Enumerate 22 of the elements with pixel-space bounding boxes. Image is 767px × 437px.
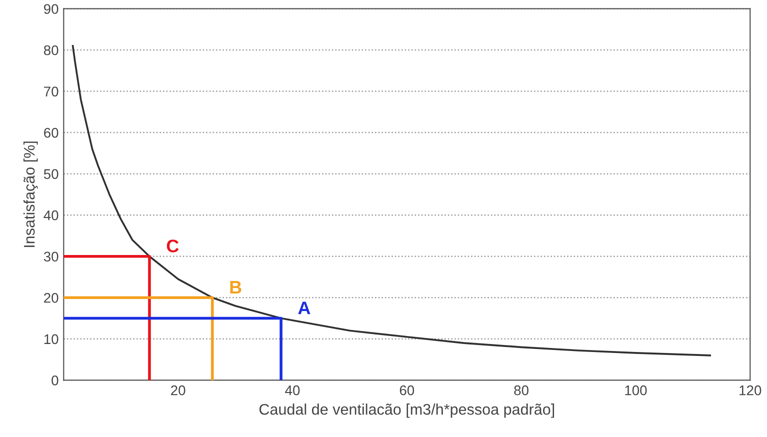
y-tick-label: 0 <box>52 376 58 386</box>
y-tick-label: 50 <box>44 169 58 179</box>
x-tick-label: 40 <box>285 385 300 396</box>
y-tick-label: 20 <box>44 292 58 303</box>
y-tick-label: 30 <box>44 252 58 262</box>
y-tick-label: 60 <box>44 128 58 138</box>
y-tick-label: 70 <box>44 86 58 96</box>
x-axis-title: Caudal de ventilacão [m3/h*pessoa padrão] <box>259 404 554 418</box>
x-tick-label: 20 <box>171 385 186 396</box>
x-tick-label: 120 <box>740 385 762 396</box>
annotation: C <box>166 240 179 252</box>
annotation: B <box>230 281 242 294</box>
line-series <box>72 44 711 356</box>
x-tick-label: 60 <box>400 385 414 396</box>
annotation: A <box>298 302 310 314</box>
x-tick-label: 100 <box>625 385 647 396</box>
y-tick-label: 40 <box>44 210 58 220</box>
y-axis-title: Insatisfação [%] <box>23 142 38 247</box>
y-tick-label: 80 <box>44 45 58 56</box>
x-tick-label: 80 <box>514 385 528 396</box>
y-tick-label: 90 <box>44 4 58 14</box>
y-tick-label: 10 <box>44 334 58 344</box>
